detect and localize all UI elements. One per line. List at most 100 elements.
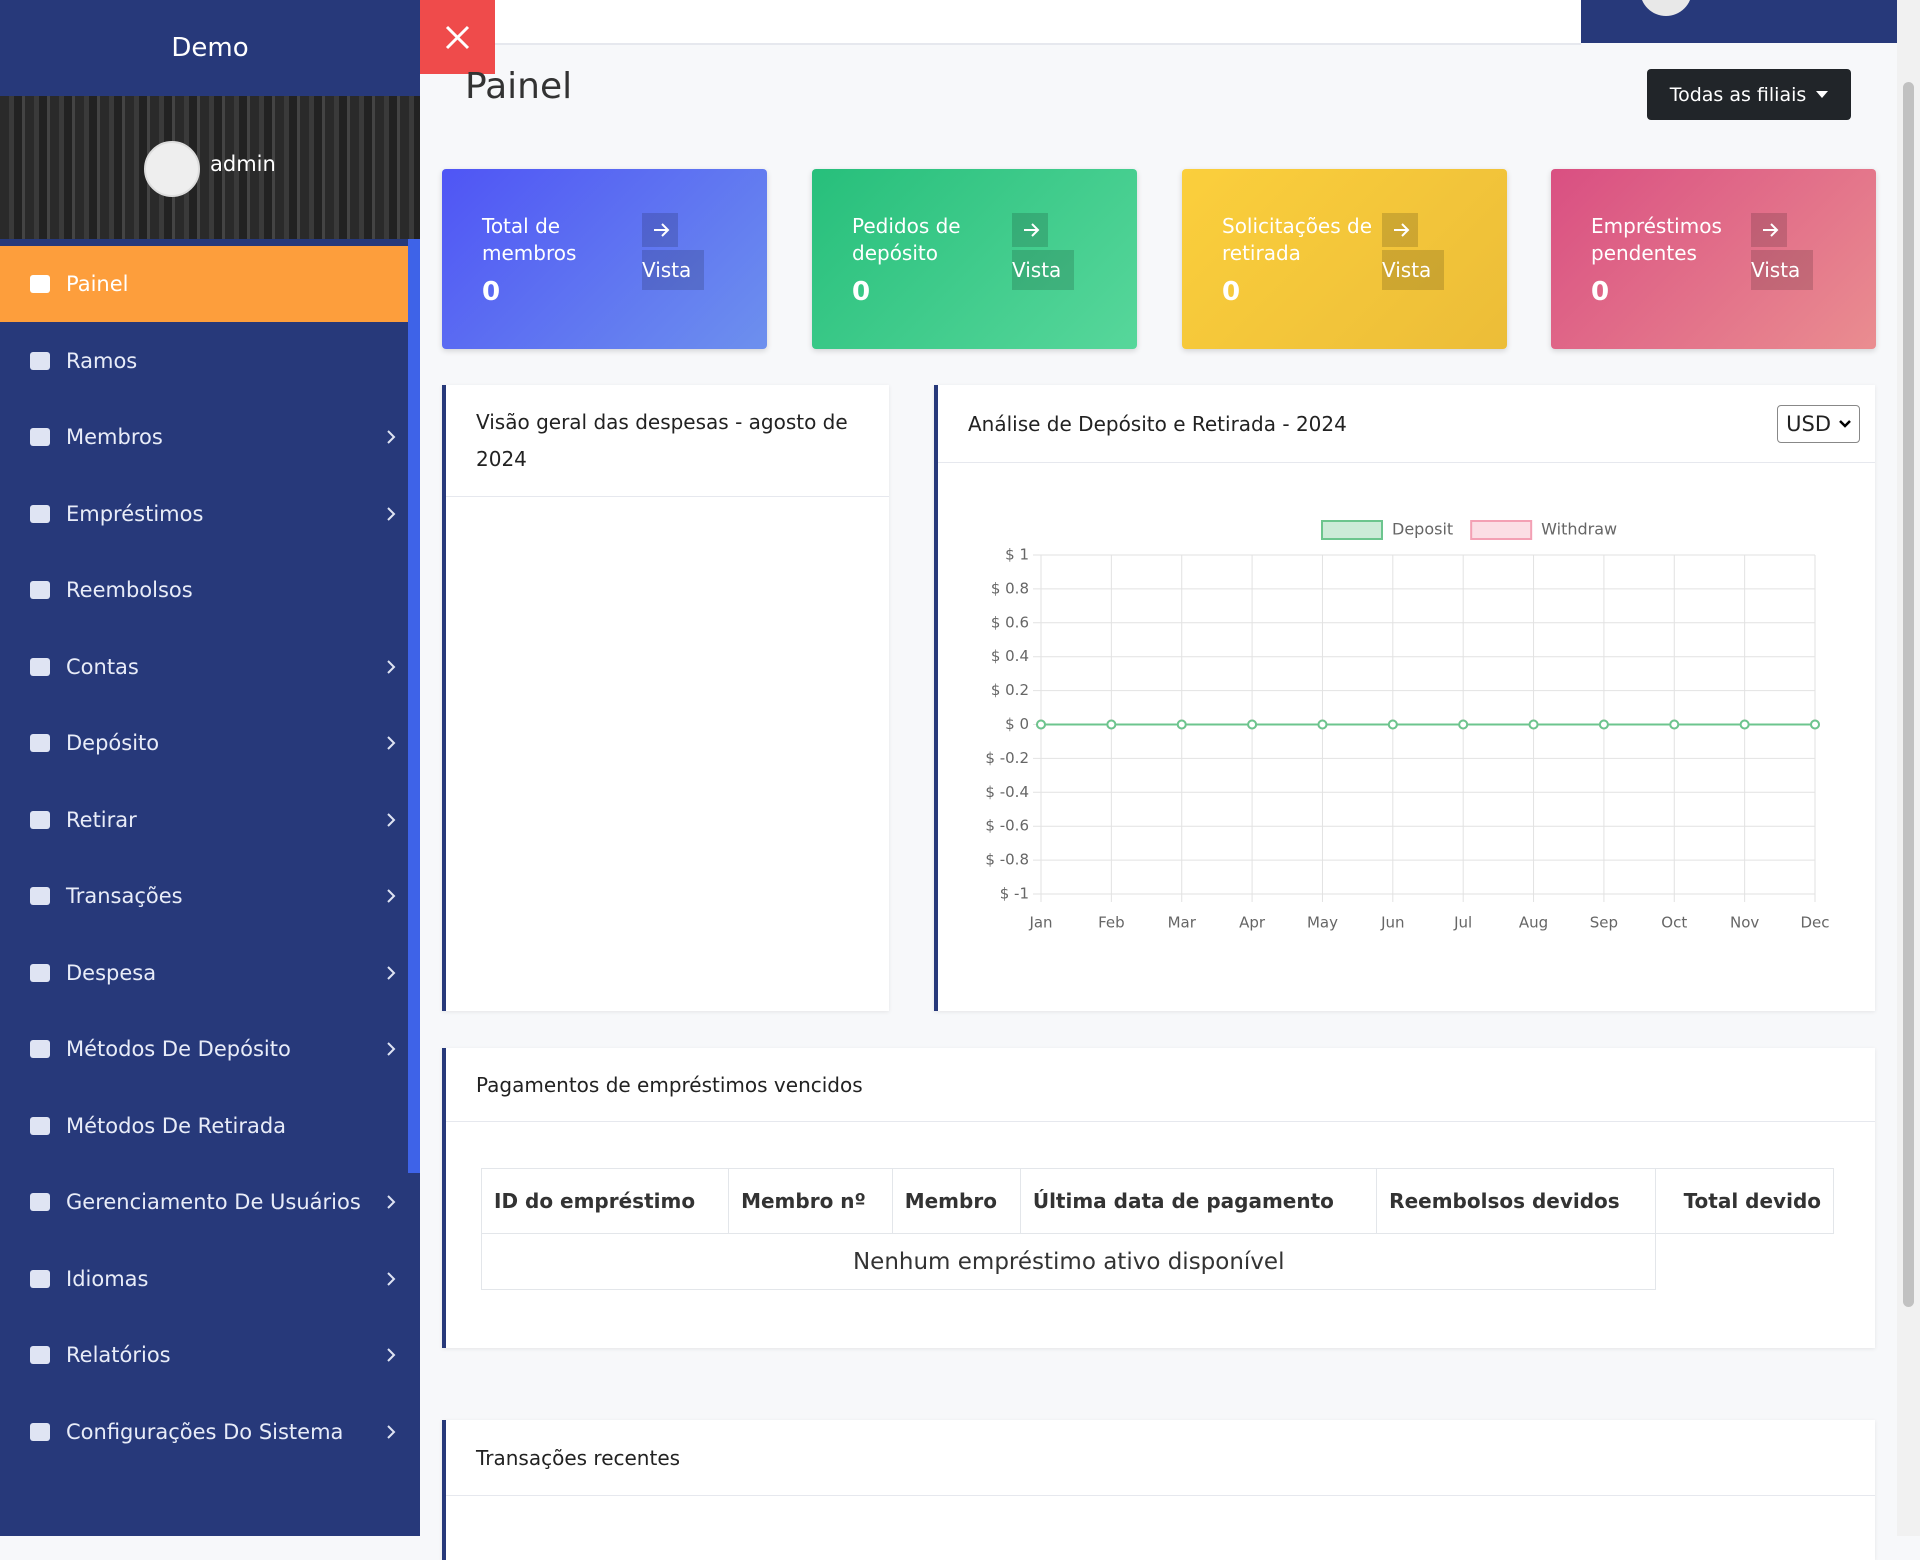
chevron-path <box>387 506 396 521</box>
expense-panel: Visão geral das despesas - agosto de 202… <box>442 385 889 1011</box>
currency-select[interactable]: USD <box>1777 404 1860 443</box>
menu-item[interactable]: Painel <box>0 246 408 322</box>
menu-label: Membros <box>66 425 163 449</box>
card-label: Total de membros <box>482 214 577 265</box>
menu-item[interactable]: Métodos De Depósito <box>0 1011 408 1087</box>
menu-icon <box>30 275 50 293</box>
menu-icon <box>30 504 50 523</box>
card-label: Empréstimos pendentes <box>1591 214 1722 265</box>
card-value: 0 <box>852 277 871 307</box>
menu-label: Depósito <box>66 731 160 755</box>
card-value: 0 <box>482 277 501 307</box>
menu-item[interactable]: Membros <box>0 399 408 475</box>
point <box>1247 719 1258 730</box>
menu-item[interactable]: Idiomas <box>0 1241 408 1317</box>
x-tick-label: Feb <box>1098 914 1125 932</box>
menu-icon <box>30 657 50 676</box>
menu-icon <box>30 351 50 370</box>
point <box>1458 719 1469 730</box>
avatar <box>1640 0 1692 16</box>
arrow <box>1763 223 1779 237</box>
menu-icon <box>30 1269 50 1288</box>
chevron-path <box>387 736 396 750</box>
menu-item[interactable]: Relatórios <box>0 1317 408 1393</box>
menu-item[interactable]: Métodos De Retirada <box>0 1088 408 1164</box>
loans-panel: Pagamentos de empréstimos vencidos ID do… <box>442 1048 1875 1348</box>
menu-item[interactable]: Retirar <box>0 782 408 858</box>
menu-item[interactable]: Empréstimos <box>0 476 408 552</box>
chevron <box>387 736 396 750</box>
arrow-icon <box>642 213 678 247</box>
column-header: Reembolsos devidos <box>1376 1168 1657 1234</box>
chevron <box>387 1271 396 1286</box>
card-link[interactable]: Vista <box>1382 250 1444 290</box>
stat-card: Pedidos de depósito 0 Vista <box>812 169 1137 349</box>
chevron-path <box>387 1042 396 1056</box>
arrow <box>1024 223 1040 237</box>
menu-icon <box>30 887 50 905</box>
menu-label: Retirar <box>66 807 137 832</box>
x-tick-label: Nov <box>1730 914 1759 932</box>
column-header: Última data de pagamento <box>1019 1168 1378 1234</box>
menu-item[interactable]: Transações <box>0 858 408 934</box>
panel-title: Pagamentos de empréstimos vencidos <box>446 1048 1875 1122</box>
chevron-path <box>387 430 396 444</box>
chevron <box>387 506 396 521</box>
menu-icon <box>30 1422 50 1441</box>
menu-icon <box>30 734 50 752</box>
menu-item[interactable]: Contas <box>0 629 408 705</box>
user-name[interactable]: admin <box>210 152 276 176</box>
menu-item[interactable]: Gerenciamento De Usuários <box>0 1164 408 1240</box>
legend-label: Withdraw <box>1541 520 1617 539</box>
y-tick-label: $ 1 <box>1005 546 1029 564</box>
x-tick-label: Dec <box>1800 914 1829 932</box>
card-link[interactable]: Vista <box>1751 250 1813 290</box>
brand[interactable]: Demo <box>171 33 249 63</box>
chevron-path <box>387 1195 396 1209</box>
x-tick-label: Jun <box>1380 914 1404 932</box>
menu-icon <box>30 1346 50 1364</box>
empty-message: Nenhum empréstimo ativo disponível <box>480 1233 1657 1290</box>
menu-icon <box>30 963 50 982</box>
chevron <box>387 889 396 903</box>
menu-item[interactable]: Ramos <box>0 323 408 399</box>
branch-dropdown[interactable]: Todas as filiais <box>1647 69 1851 120</box>
column-header: Membro nº <box>728 1168 893 1234</box>
menu-label: Métodos De Retirada <box>66 1113 287 1138</box>
chevron-path <box>387 812 396 827</box>
loans-table: ID do empréstimo Membro nº Membro Última da… <box>480 1168 1834 1290</box>
legend-swatch <box>1321 520 1383 540</box>
arrow-icon <box>1751 213 1787 247</box>
x-tick-label: Jan <box>1028 914 1052 932</box>
sidebar: Demo admin Painel Ramos Membros Empréstimos… <box>0 0 420 1536</box>
menu-item[interactable]: Depósito <box>0 705 408 781</box>
menu-item[interactable]: Reembolsos <box>0 552 408 628</box>
menu-item[interactable]: Despesa <box>0 935 408 1011</box>
card-link[interactable]: Vista <box>1012 250 1074 290</box>
chevron <box>387 1424 396 1439</box>
legend-label: Deposit <box>1392 520 1453 539</box>
deposit-panel: Análise de Depósito e Retirada - 2024 US… <box>934 385 1875 1011</box>
chevron <box>387 812 396 827</box>
menu-item[interactable]: Configurações Do Sistema <box>0 1394 408 1470</box>
chevron-path <box>387 1424 396 1439</box>
card-link[interactable]: Vista <box>642 250 704 290</box>
x-tick-label: Oct <box>1661 914 1687 932</box>
panel-title: Visão geral das despesas - agosto de 202… <box>446 385 889 497</box>
y-tick-label: $ 0 <box>1005 715 1029 733</box>
x-tick-label: May <box>1307 914 1338 932</box>
menu-icon <box>30 581 50 599</box>
x-tick-label: Mar <box>1168 914 1197 932</box>
x-tick-label: Sep <box>1590 914 1618 932</box>
card-label: Solicitações de retirada <box>1222 214 1373 265</box>
card-label: Pedidos de depósito <box>852 214 961 265</box>
point <box>1528 719 1539 730</box>
chevron-path <box>387 965 396 980</box>
close-button[interactable] <box>420 0 495 74</box>
panel-title: Transações recentes <box>446 1420 1875 1496</box>
user-menu[interactable] <box>1581 0 1897 43</box>
chevron <box>387 1348 396 1362</box>
menu-label: Reembolsos <box>66 578 193 602</box>
branch-label: Todas as filiais <box>1669 83 1807 106</box>
